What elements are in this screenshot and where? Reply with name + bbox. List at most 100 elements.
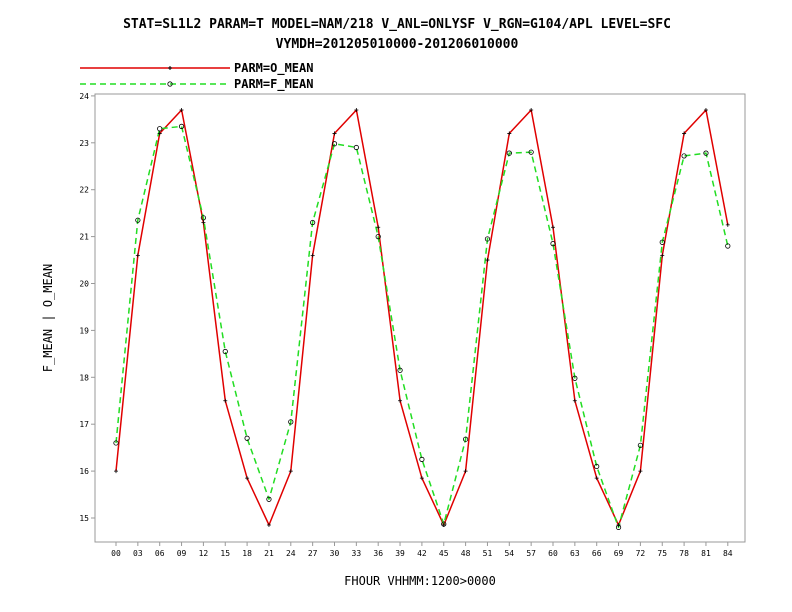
legend: PARM=O_MEAN PARM=F_MEAN [80, 61, 313, 92]
x-tick-label: 06 [155, 549, 165, 558]
data-point-f-mean [135, 217, 141, 223]
x-tick-label: 03 [133, 549, 143, 558]
data-point-o-mean [725, 222, 730, 227]
x-tick-label: 15 [220, 549, 230, 558]
x-tick-label: 60 [548, 549, 558, 558]
data-point-f-mean [178, 123, 185, 129]
data-point-f-mean [353, 144, 359, 151]
data-point-o-mean [703, 107, 708, 112]
x-tick-label: 57 [526, 549, 536, 558]
x-tick-label: 09 [177, 549, 187, 558]
y-axis-label: F_MEAN | O_MEAN [41, 264, 55, 372]
y-tick-label: 22 [79, 186, 89, 195]
data-point-f-mean [725, 243, 731, 249]
data-point-o-mean [485, 258, 490, 263]
data-point-o-mean [332, 131, 337, 136]
x-axis-ticks: 00 03 06 09 12 15 18 21 24 27 30 33 36 39 42 45 48 51 54 57… [111, 542, 733, 558]
x-tick-label: 78 [679, 549, 689, 558]
x-tick-label: 69 [614, 549, 624, 558]
data-point-f-mean [222, 348, 228, 355]
x-tick-label: 21 [264, 549, 274, 558]
data-point-f-mean [572, 375, 578, 381]
data-point-f-mean [637, 442, 644, 448]
legend-label-o-mean: PARM=O_MEAN [234, 61, 313, 76]
series-layer [113, 107, 731, 530]
y-tick-label: 15 [79, 514, 89, 523]
x-tick-label: 39 [395, 549, 405, 558]
data-point-o-mean [572, 398, 577, 403]
data-point-o-mean [682, 131, 687, 136]
data-point-f-mean [200, 215, 206, 221]
data-point-f-mean [331, 141, 338, 147]
legend-marker-plus [168, 66, 172, 70]
x-tick-label: 81 [701, 549, 711, 558]
x-tick-label: 00 [111, 549, 121, 558]
data-point-f-mean [288, 419, 294, 425]
data-point-o-mean [245, 476, 250, 481]
x-axis-label: FHOUR VHHMM:1200>0000 [344, 574, 496, 588]
x-tick-label: 51 [483, 549, 493, 558]
y-tick-label: 17 [79, 420, 89, 429]
data-point-f-mean [310, 219, 316, 226]
chart-title-line2: VYMDH=201205010000-201206010000 [276, 37, 519, 52]
x-tick-label: 84 [723, 549, 733, 558]
data-point-f-mean [113, 440, 119, 446]
x-tick-label: 24 [286, 549, 296, 558]
data-point-o-mean [463, 469, 468, 474]
plot-frame [94, 93, 746, 543]
y-tick-label: 23 [79, 139, 89, 148]
legend-label-f-mean: PARM=F_MEAN [234, 77, 313, 92]
data-point-f-mean [506, 150, 512, 156]
data-point-o-mean [594, 476, 599, 481]
data-point-f-mean [659, 239, 665, 245]
data-point-o-mean [419, 476, 424, 481]
x-tick-label: 33 [352, 549, 362, 558]
x-tick-label: 45 [439, 549, 449, 558]
data-point-f-mean [703, 150, 709, 156]
data-point-o-mean [398, 398, 403, 403]
legend-marker-circle [167, 81, 173, 87]
data-point-o-mean [507, 131, 512, 136]
data-point-o-mean [179, 107, 184, 112]
x-tick-label: 12 [199, 549, 209, 558]
data-point-f-mean [266, 496, 272, 502]
data-point-f-mean [462, 436, 469, 442]
x-tick-label: 36 [373, 549, 383, 558]
x-tick-label: 48 [461, 549, 471, 558]
y-tick-label: 18 [79, 373, 89, 382]
data-point-f-mean [419, 456, 425, 462]
data-point-o-mean [201, 220, 206, 225]
x-tick-label: 63 [570, 549, 580, 558]
x-tick-label: 42 [417, 549, 427, 558]
series-line-f-mean [115, 125, 729, 529]
data-point-f-mean [528, 149, 534, 155]
data-point-o-mean [310, 253, 315, 258]
data-point-o-mean [638, 469, 643, 474]
data-point-o-mean [660, 253, 665, 258]
x-tick-label: 54 [504, 549, 514, 558]
data-point-f-mean [157, 126, 163, 132]
y-tick-label: 19 [79, 326, 89, 335]
series-line-o-mean [115, 109, 729, 526]
y-tick-label: 21 [79, 233, 89, 242]
data-point-f-mean [594, 463, 600, 470]
data-point-o-mean [114, 469, 118, 474]
x-tick-label: 18 [242, 549, 252, 558]
data-point-f-mean [397, 367, 403, 373]
y-tick-label: 24 [79, 92, 89, 101]
data-point-f-mean [441, 521, 447, 527]
x-tick-label: 66 [592, 549, 602, 558]
data-point-f-mean [615, 524, 622, 530]
x-tick-label: 75 [657, 549, 667, 558]
data-point-o-mean [354, 107, 359, 112]
data-point-f-mean [244, 435, 250, 441]
x-tick-label: 72 [636, 549, 646, 558]
data-point-o-mean [551, 225, 555, 230]
y-axis-ticks: 15 16 17 18 19 20 21 22 23 24 [79, 92, 95, 523]
data-point-f-mean [484, 236, 491, 242]
data-point-o-mean [135, 253, 140, 258]
data-point-o-mean [223, 398, 228, 403]
chart-title-line1: STAT=SL1L2 PARAM=T MODEL=NAM/218 V_ANL=O… [123, 17, 671, 32]
data-point-o-mean [376, 225, 381, 230]
x-tick-label: 27 [308, 549, 318, 558]
